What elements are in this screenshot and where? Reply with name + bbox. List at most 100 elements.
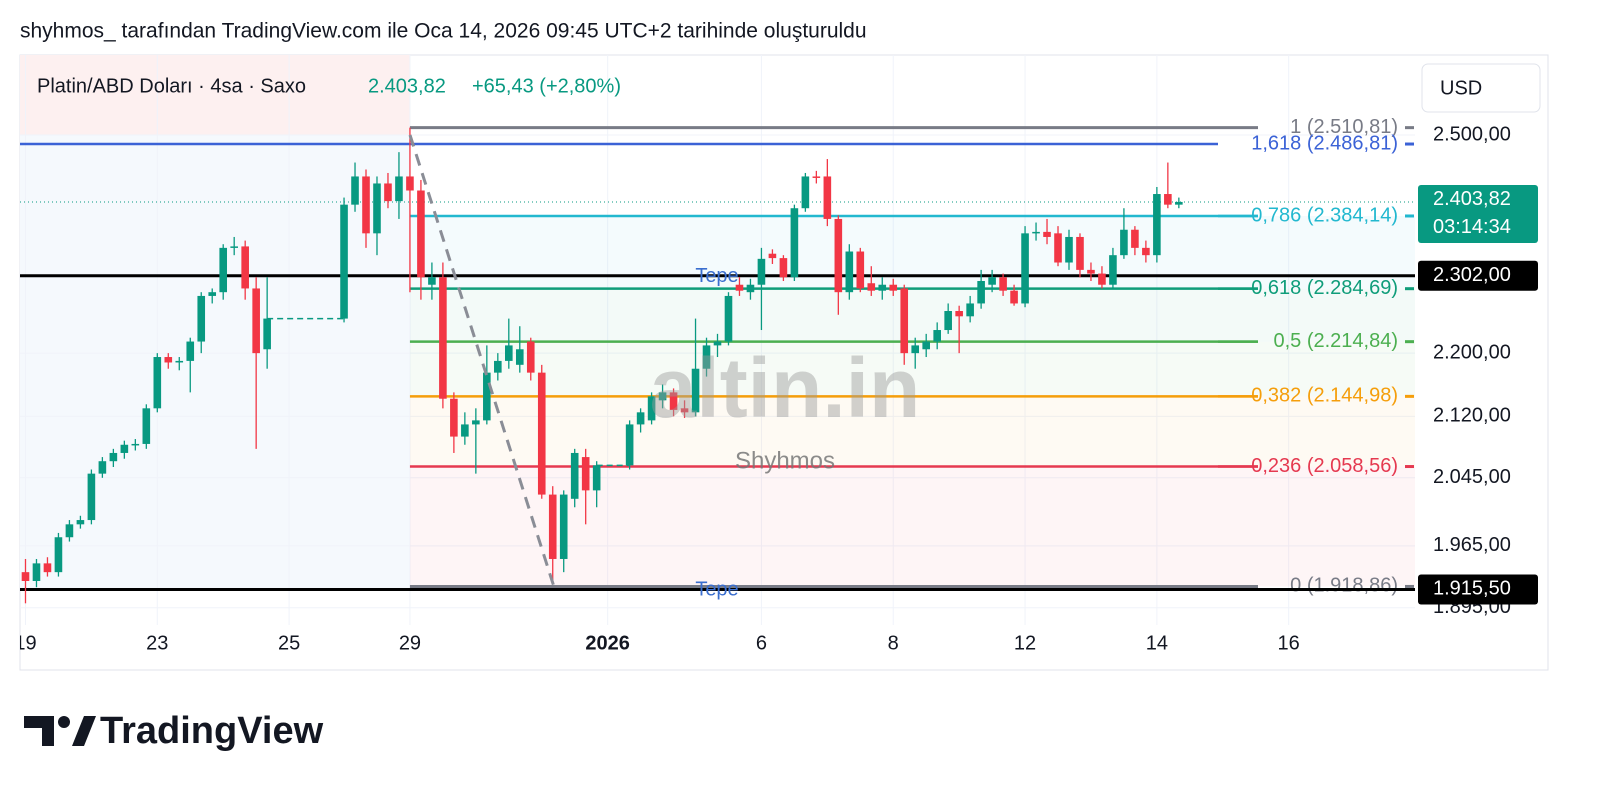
fib-label: 0,382 (2.144,98) xyxy=(1251,385,1398,407)
candle-body xyxy=(351,176,359,205)
candle-body xyxy=(911,345,920,354)
candle-body xyxy=(691,368,700,413)
candle-body xyxy=(87,473,96,521)
candle-body xyxy=(724,295,733,342)
candle-body xyxy=(658,392,667,401)
legend-price: 2.403,82 xyxy=(368,75,446,97)
x-tick-label: 29 xyxy=(399,632,421,654)
candle-body xyxy=(878,284,887,291)
y-tick-label: 2.500,00 xyxy=(1433,123,1511,145)
candle-body xyxy=(384,183,392,202)
candle-body xyxy=(779,258,788,278)
fib-label: 0,236 (2.058,56) xyxy=(1251,455,1398,477)
candle-body xyxy=(922,341,931,350)
candle-body xyxy=(900,288,909,354)
candle-body xyxy=(428,277,436,285)
price-box xyxy=(1418,574,1538,605)
candle-body xyxy=(1142,247,1150,256)
candle-body xyxy=(263,318,271,350)
candle-body xyxy=(669,392,678,410)
x-tick-label: 6 xyxy=(756,632,767,654)
candle-body xyxy=(570,452,579,499)
candle-body xyxy=(1021,233,1029,304)
x-tick-label: 12 xyxy=(1014,632,1036,654)
price-box-label: 1.915,50 xyxy=(1433,578,1511,600)
currency-box xyxy=(1421,63,1541,113)
brand-name: TradingView xyxy=(100,710,324,752)
fib-label: 1,618 (2.486,81) xyxy=(1251,132,1398,154)
candle-body xyxy=(208,292,217,296)
x-tick-label: 2026 xyxy=(585,632,630,654)
candle-body xyxy=(548,494,557,559)
candle-body xyxy=(636,412,645,425)
y-tick-label: 2.200,00 xyxy=(1433,341,1511,363)
candle-body xyxy=(977,281,985,304)
candle-body xyxy=(559,494,568,559)
candle-body xyxy=(702,345,711,369)
candle-body xyxy=(856,251,865,289)
x-axis: 19 23 25 29 2026 6 8 12 14 16 xyxy=(14,632,1300,654)
x-tick-label: 23 xyxy=(146,632,168,654)
candle-body xyxy=(1098,273,1106,285)
brand-logo: TradingView xyxy=(24,710,324,752)
x-tick-label: 16 xyxy=(1278,632,1300,654)
fib-label: 0,618 (2.284,69) xyxy=(1251,277,1398,299)
candle-body xyxy=(999,277,1007,291)
candle-body xyxy=(43,563,52,573)
candle-body xyxy=(197,295,206,342)
candle-body xyxy=(120,444,129,453)
candle-body xyxy=(230,246,238,248)
candle-body xyxy=(713,341,722,346)
candle-body xyxy=(142,408,151,444)
candle-body xyxy=(175,360,184,363)
fib-label: 0 (1.918,86) xyxy=(1290,575,1398,597)
candle-body xyxy=(373,183,381,234)
candle-body xyxy=(131,443,140,446)
candle-body xyxy=(1010,290,1018,304)
candle-body xyxy=(219,247,228,293)
candle-body xyxy=(1175,201,1183,205)
candle-body xyxy=(241,246,249,289)
candle-body xyxy=(483,372,491,421)
watermark-logo: altin.in xyxy=(650,341,921,435)
candle-body xyxy=(647,396,656,421)
candle-body xyxy=(1087,269,1095,274)
candle-body xyxy=(845,251,854,293)
candle-body xyxy=(757,258,766,285)
legend-change: +65,43 (+2,80%) xyxy=(472,75,621,97)
candle-body xyxy=(955,311,963,317)
candle-body xyxy=(867,283,876,291)
y-tick-label: 1.965,00 xyxy=(1433,534,1511,556)
candle-body xyxy=(790,208,799,278)
candle-body xyxy=(450,398,458,437)
x-tick-label: 19 xyxy=(14,632,36,654)
x-tick-label: 25 xyxy=(278,632,300,654)
logo-shape xyxy=(24,716,54,746)
candle-body xyxy=(1065,236,1073,263)
candle-body xyxy=(439,277,447,399)
candle-body xyxy=(417,190,425,278)
candle-body xyxy=(823,176,832,219)
candle-body xyxy=(1131,229,1139,248)
zone xyxy=(20,55,410,135)
logo-shape xyxy=(72,716,96,746)
logo-shape xyxy=(58,716,70,728)
candle-body xyxy=(395,176,403,202)
candle-body xyxy=(504,345,513,361)
candle-body xyxy=(1153,194,1161,256)
candle-body xyxy=(21,572,30,582)
candle-body xyxy=(801,176,810,209)
candle-body xyxy=(889,284,898,291)
candle-body xyxy=(362,176,370,234)
fib-label: 0,5 (2.214,84) xyxy=(1273,330,1398,352)
symbol-title: Platin/ABD Doları · 4sa · Saxo xyxy=(37,75,306,97)
candle-body xyxy=(76,520,85,525)
candle-body xyxy=(812,176,821,178)
candle-body xyxy=(746,284,755,293)
currency: USD xyxy=(1440,77,1482,99)
candle-body xyxy=(164,357,173,363)
last-price-label: 2.403,82 xyxy=(1433,188,1511,210)
candle-body xyxy=(537,372,546,495)
candle-body xyxy=(109,452,118,462)
